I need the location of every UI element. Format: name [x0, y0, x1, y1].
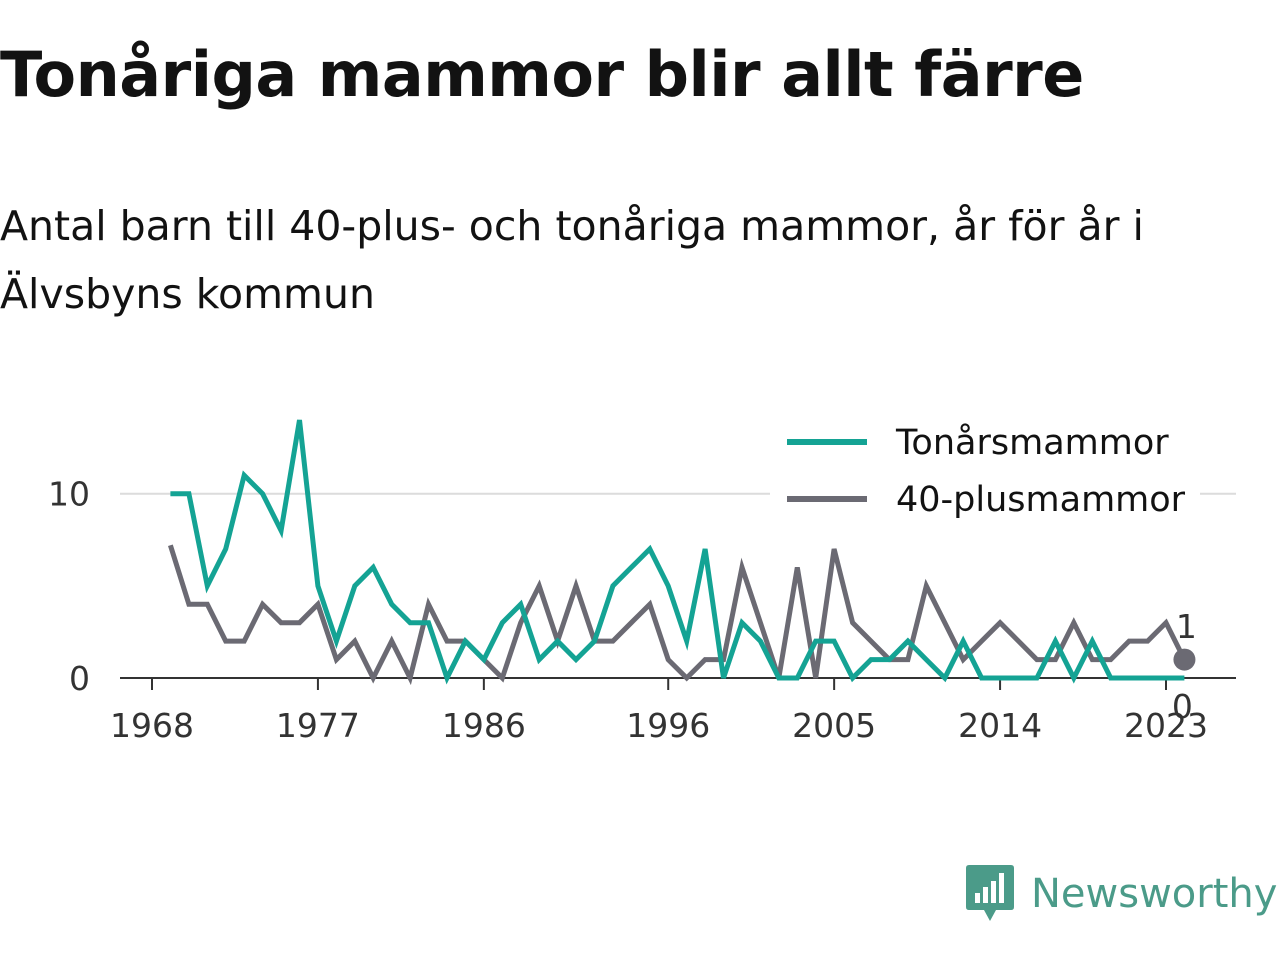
- x-tick-label: 2005: [792, 706, 876, 745]
- x-tick-label: 1986: [442, 706, 526, 745]
- x-tick-label: 1977: [276, 706, 360, 745]
- y-tick-label: 10: [48, 475, 90, 514]
- x-tick-label: 2014: [958, 706, 1042, 745]
- legend-label: Tonårsmammor: [895, 422, 1169, 463]
- newsworthy-logo-icon: [966, 865, 1014, 921]
- legend-backdrop: [770, 414, 1200, 460]
- y-tick-label: 0: [69, 659, 90, 698]
- series-end-point: [1173, 648, 1196, 671]
- brand-name: Newsworthy: [1031, 871, 1278, 917]
- chart-title: Tonåriga mammor blir allt färre: [0, 38, 1084, 111]
- series-layer: [168, 419, 1196, 686]
- legend: Tonårsmammor 40-plusmammor: [770, 414, 1200, 520]
- legend-backdrop: [770, 471, 1200, 517]
- end-label-tonars: 0: [1172, 687, 1193, 726]
- chart-subtitle: Antal barn till 40-plus- och tonåriga ma…: [0, 202, 1144, 318]
- series-line-40-plusmammor: [168, 544, 1187, 686]
- legend-label: 40-plusmammor: [896, 480, 1186, 520]
- x-tick-label: 1996: [626, 706, 710, 745]
- end-label-40-plus: 1: [1176, 607, 1197, 646]
- x-tick-label: 2023: [1124, 706, 1208, 745]
- x-tick-label: 1968: [110, 706, 194, 745]
- brand: Newsworthy: [965, 862, 1277, 926]
- end-labels: 10: [1172, 607, 1197, 726]
- series-line-ton-rsmammor: [170, 419, 1185, 685]
